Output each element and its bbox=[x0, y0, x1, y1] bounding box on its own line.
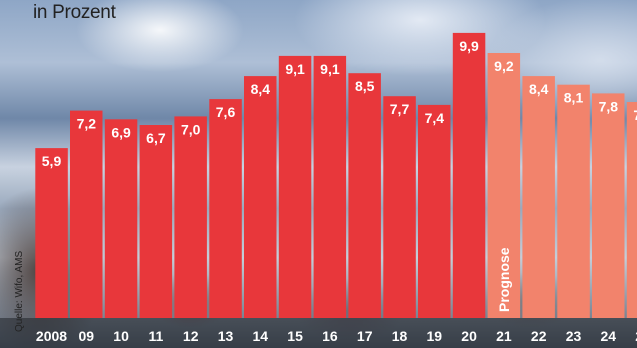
bar-19 bbox=[418, 104, 451, 319]
tick-label-17: 17 bbox=[357, 328, 373, 344]
tick-label-09: 09 bbox=[79, 328, 95, 344]
value-label-15: 9,1 bbox=[285, 61, 305, 77]
bar-25 bbox=[626, 102, 637, 318]
value-label-12: 7,0 bbox=[181, 121, 201, 137]
value-label-2008: 5,9 bbox=[42, 153, 62, 169]
bar-13 bbox=[209, 99, 242, 318]
tick-label-24: 24 bbox=[601, 328, 617, 344]
tick-label-22: 22 bbox=[531, 328, 547, 344]
chart-subtitle: in Prozent bbox=[33, 2, 116, 23]
value-label-22: 8,4 bbox=[529, 81, 549, 97]
source-label: Quelle: Wifo, AMS bbox=[14, 250, 25, 332]
tick-label-12: 12 bbox=[183, 328, 199, 344]
tick-label-11: 11 bbox=[148, 328, 163, 344]
bar-15 bbox=[278, 55, 312, 319]
axis-band bbox=[0, 318, 637, 348]
bar-11 bbox=[139, 125, 173, 318]
bar-20 bbox=[452, 32, 486, 319]
value-label-09: 7,2 bbox=[77, 116, 97, 132]
tick-label-19: 19 bbox=[427, 328, 443, 344]
tick-label-21: 21 bbox=[496, 328, 512, 344]
tick-label-23: 23 bbox=[566, 328, 582, 344]
value-label-16: 9,1 bbox=[320, 61, 340, 77]
bar-23 bbox=[557, 84, 590, 318]
bar-21 bbox=[487, 53, 521, 318]
value-label-24: 7,8 bbox=[599, 98, 619, 114]
value-label-13: 7,6 bbox=[216, 104, 236, 120]
tick-label-20: 20 bbox=[461, 328, 477, 344]
bar-10 bbox=[104, 119, 138, 318]
forecast-label: Prognose bbox=[496, 247, 512, 312]
value-label-17: 8,5 bbox=[355, 78, 375, 94]
value-label-20: 9,9 bbox=[459, 38, 479, 54]
bar-22 bbox=[522, 76, 555, 318]
bar-17 bbox=[348, 73, 381, 318]
tick-label-10: 10 bbox=[113, 328, 129, 344]
value-label-10: 6,9 bbox=[111, 124, 131, 140]
value-label-23: 8,1 bbox=[564, 90, 584, 106]
value-label-11: 6,7 bbox=[146, 130, 166, 146]
bar-18 bbox=[383, 96, 416, 318]
tick-label-15: 15 bbox=[287, 328, 303, 344]
bar-2008 bbox=[35, 148, 68, 318]
value-label-25: 7,5 bbox=[633, 107, 637, 123]
source-note: Quelle: Wifo, AMS bbox=[2, 251, 25, 332]
tick-label-14: 14 bbox=[253, 328, 269, 344]
value-label-19: 7,4 bbox=[425, 110, 445, 126]
bar-24 bbox=[592, 93, 625, 319]
value-label-21: 9,2 bbox=[494, 58, 514, 74]
tick-label-25: 25 bbox=[635, 328, 637, 344]
tick-label-13: 13 bbox=[218, 328, 234, 344]
tick-label-18: 18 bbox=[392, 328, 408, 344]
bar-14 bbox=[244, 76, 277, 318]
tick-label-2008: 2008 bbox=[36, 328, 67, 344]
tick-label-16: 16 bbox=[322, 328, 338, 344]
bar-16 bbox=[313, 55, 347, 319]
value-label-14: 8,4 bbox=[251, 81, 271, 97]
bar-09 bbox=[70, 110, 103, 318]
bar-12 bbox=[174, 116, 207, 319]
value-label-18: 7,7 bbox=[390, 101, 410, 117]
